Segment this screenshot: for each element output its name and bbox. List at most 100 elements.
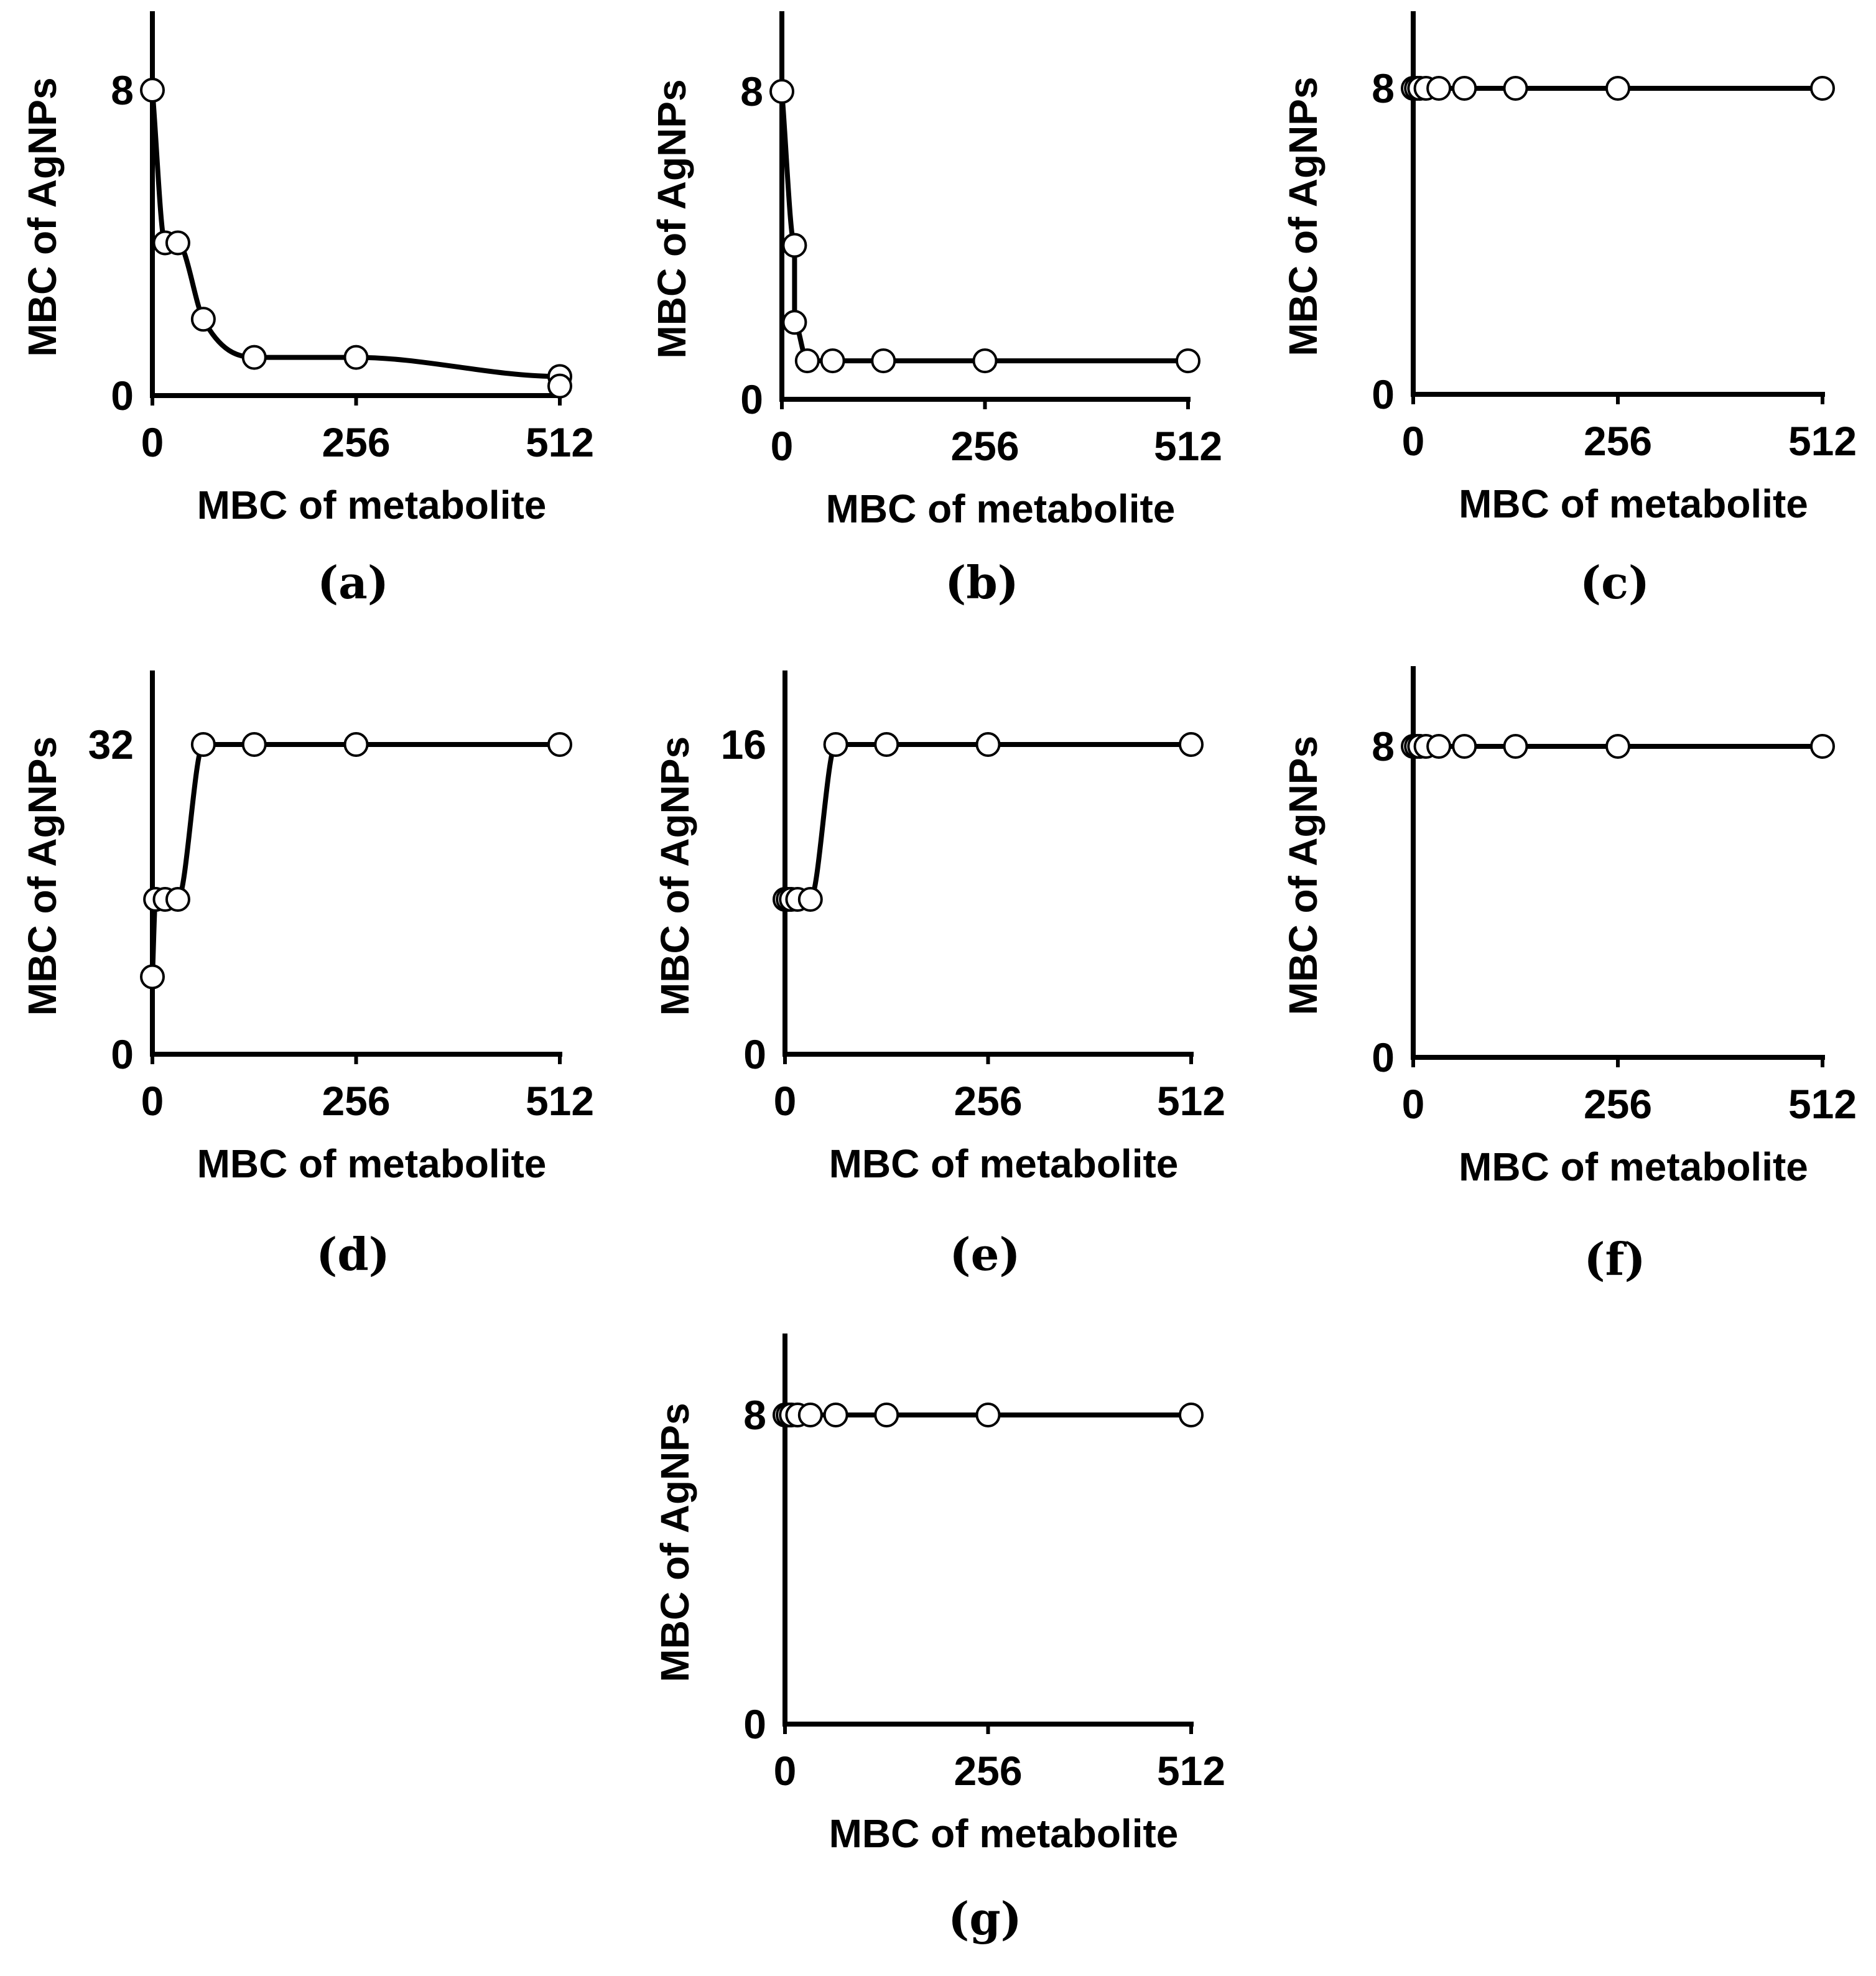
panel-label: (f) xyxy=(1584,1233,1645,1286)
y-axis-label: MBC of AgNPs xyxy=(649,79,694,358)
panel-label: (g) xyxy=(948,1892,1021,1945)
data-point xyxy=(547,373,572,399)
y-tick-label: 0 xyxy=(1372,1034,1395,1080)
series-line xyxy=(782,741,1194,902)
panel-label: (c) xyxy=(1580,556,1650,609)
y-tick-label: 0 xyxy=(111,1031,134,1077)
y-axis-label: MBC of AgNPs xyxy=(20,77,65,356)
x-axis-label: MBC of metabolite xyxy=(829,1811,1179,1856)
data-point xyxy=(241,732,267,757)
data-point xyxy=(1605,76,1630,101)
data-point xyxy=(1810,76,1835,101)
x-tick-label: 512 xyxy=(526,419,594,465)
y-axis-label: MBC of AgNPs xyxy=(1281,77,1326,356)
x-tick-label: 512 xyxy=(1157,1078,1225,1124)
data-point xyxy=(823,732,848,757)
data-point xyxy=(190,307,216,332)
panel-label: (a) xyxy=(317,556,389,609)
panel-label: (d) xyxy=(316,1228,389,1281)
data-point xyxy=(782,310,807,335)
x-tick-label: 256 xyxy=(950,423,1019,469)
x-tick-label: 0 xyxy=(1402,418,1425,464)
x-tick-label: 256 xyxy=(1584,1081,1652,1127)
chart-panel-b: 0 256 512 0 8 MBC of metabolite MBC of AgNPs (b… xyxy=(649,11,1222,609)
chart-panel-f: 0 256 512 0 8 MBC of metabolite MBC of AgNPs (f… xyxy=(1281,666,1857,1286)
y-axis-label: MBC of AgNPs xyxy=(652,1403,697,1682)
data-point xyxy=(165,230,190,256)
x-tick-label: 0 xyxy=(141,1078,164,1124)
data-point xyxy=(1426,76,1452,101)
data-point xyxy=(871,348,896,374)
data-point xyxy=(140,78,165,103)
data-point xyxy=(190,732,216,757)
y-tick-label: 16 xyxy=(721,721,766,768)
x-tick-label: 512 xyxy=(1788,418,1857,464)
x-axis-label: MBC of metabolite xyxy=(197,1141,547,1186)
x-tick-label: 512 xyxy=(1154,423,1222,469)
panel-label: (e) xyxy=(950,1228,1021,1281)
y-axis-label: MBC of AgNPs xyxy=(652,736,697,1016)
x-tick-label: 0 xyxy=(774,1078,797,1124)
y-tick-label: 0 xyxy=(743,1031,766,1077)
data-point xyxy=(794,348,820,374)
data-point xyxy=(874,732,899,757)
chart-panel-c: 0 256 512 0 8 MBC of metabolite MBC of AgNPs (c… xyxy=(1281,11,1857,609)
x-tick-label: 256 xyxy=(1584,418,1652,464)
x-tick-label: 512 xyxy=(1157,1748,1225,1794)
y-tick-label: 0 xyxy=(1372,371,1395,417)
x-tick-label: 0 xyxy=(1402,1081,1425,1127)
data-point xyxy=(1503,76,1528,101)
data-point xyxy=(140,964,165,990)
x-axis-label: MBC of metabolite xyxy=(1459,1144,1808,1189)
y-tick-label: 8 xyxy=(1372,723,1395,769)
y-tick-label: 0 xyxy=(743,1701,766,1747)
y-axis-label: MBC of AgNPs xyxy=(20,736,65,1016)
y-tick-label: 8 xyxy=(1372,65,1395,111)
data-point xyxy=(975,732,1001,757)
chart-panel-e: 0 256 512 0 16 MBC of metabolite MBC of AgNPs (… xyxy=(652,670,1225,1281)
data-point xyxy=(823,1403,848,1427)
data-point xyxy=(1452,76,1477,101)
data-point xyxy=(1426,734,1452,759)
y-axis-label: MBC of AgNPs xyxy=(1281,736,1326,1015)
data-point xyxy=(797,1403,823,1427)
data-point xyxy=(165,887,190,912)
data-point xyxy=(1179,1403,1204,1427)
data-point xyxy=(241,345,267,370)
data-point xyxy=(343,345,369,370)
chart-panel-a: 0 256 512 0 8 MBC of metabolite MBC of AgNPs (a… xyxy=(20,11,594,609)
x-axis-label: MBC of metabolite xyxy=(1459,481,1808,526)
series-line xyxy=(150,88,562,389)
data-point xyxy=(547,732,572,757)
x-tick-label: 256 xyxy=(954,1748,1022,1794)
series-line xyxy=(150,741,562,980)
y-tick-label: 8 xyxy=(740,68,763,114)
data-point xyxy=(769,79,794,104)
chart-panel-g: 0 256 512 0 8 MBC of metabolite MBC of AgNPs (g… xyxy=(652,1334,1225,1945)
x-tick-label: 0 xyxy=(141,419,164,465)
panel-label: (b) xyxy=(945,556,1018,609)
x-axis-label: MBC of metabolite xyxy=(826,486,1176,531)
x-tick-label: 512 xyxy=(526,1078,594,1124)
data-point xyxy=(782,233,807,258)
data-point xyxy=(1605,734,1630,759)
data-point xyxy=(797,887,823,912)
x-tick-label: 256 xyxy=(322,1078,390,1124)
data-point xyxy=(874,1403,899,1427)
x-tick-label: 0 xyxy=(774,1748,797,1794)
x-tick-label: 512 xyxy=(1788,1081,1857,1127)
data-point xyxy=(1179,732,1204,757)
data-point xyxy=(343,732,369,757)
y-tick-label: 8 xyxy=(111,67,134,113)
data-point xyxy=(972,348,998,374)
series-line xyxy=(779,89,1191,364)
x-tick-label: 0 xyxy=(771,423,794,469)
data-point xyxy=(1810,734,1835,759)
data-point xyxy=(975,1403,1001,1427)
y-tick-label: 0 xyxy=(111,373,134,419)
data-point xyxy=(1503,734,1528,759)
data-point xyxy=(820,348,845,374)
y-tick-label: 32 xyxy=(88,721,134,768)
x-tick-label: 256 xyxy=(954,1078,1022,1124)
